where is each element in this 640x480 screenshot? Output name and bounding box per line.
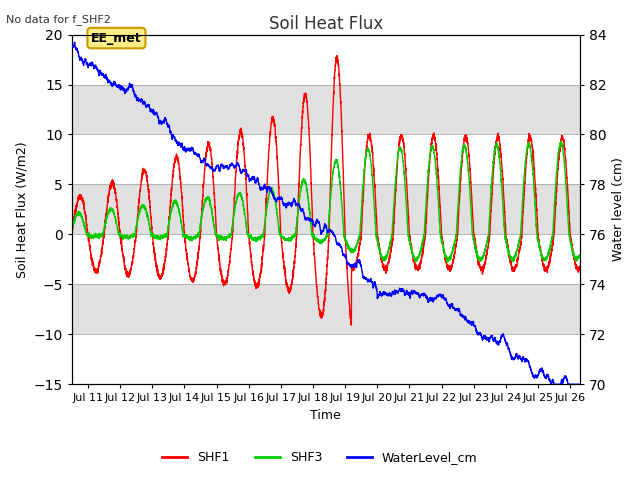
Title: Soil Heat Flux: Soil Heat Flux <box>269 15 383 33</box>
Bar <box>72 184 580 234</box>
Text: No data for f_SHF2: No data for f_SHF2 <box>6 14 111 25</box>
Bar <box>72 284 580 334</box>
Legend: SHF1, SHF3, WaterLevel_cm: SHF1, SHF3, WaterLevel_cm <box>157 446 483 469</box>
Bar <box>72 134 580 184</box>
Text: EE_met: EE_met <box>91 32 141 45</box>
Bar <box>72 35 580 84</box>
Y-axis label: Water level (cm): Water level (cm) <box>612 157 625 261</box>
Bar <box>72 84 580 134</box>
X-axis label: Time: Time <box>310 409 341 422</box>
Bar <box>72 234 580 284</box>
Bar <box>72 334 580 384</box>
Y-axis label: Soil Heat Flux (W/m2): Soil Heat Flux (W/m2) <box>15 141 28 278</box>
